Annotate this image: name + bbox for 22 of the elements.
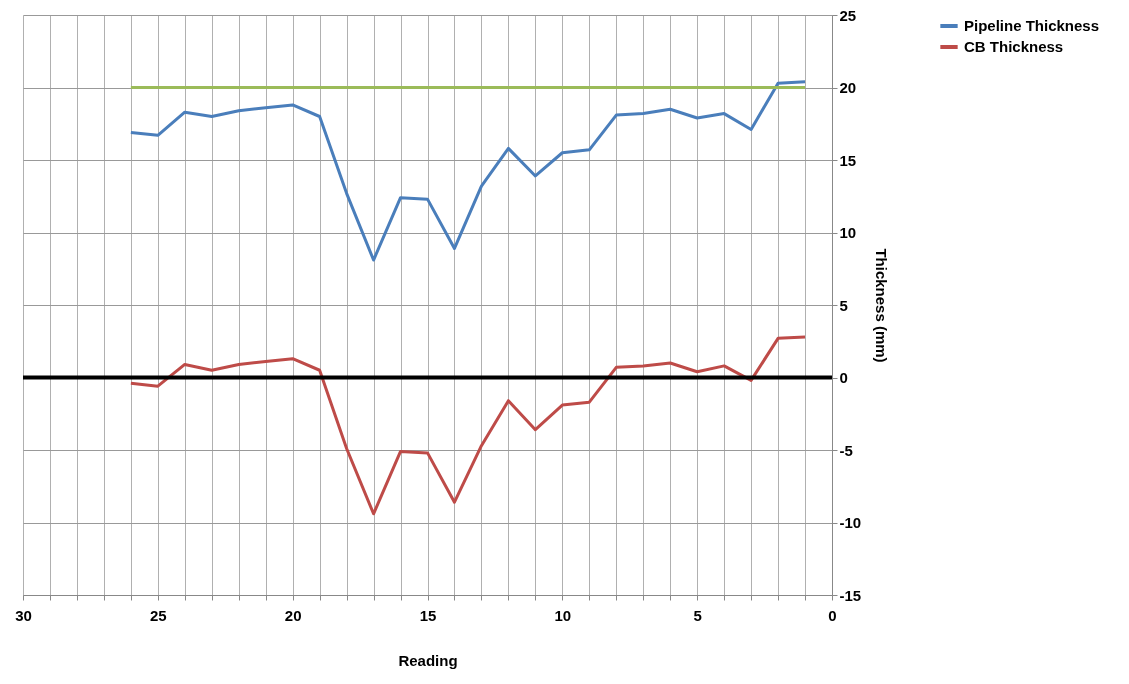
legend-label: CB Thickness <box>964 38 1064 55</box>
line-series <box>129 335 807 516</box>
y-tick-label: 15 <box>839 151 857 169</box>
y-tick-label: -10 <box>839 514 862 531</box>
x-tick-label: 10 <box>554 606 572 624</box>
x-tick-label: 20 <box>284 606 302 624</box>
x-tick-label: 30 <box>15 606 32 624</box>
legend-label: Pipeline Thickness <box>964 17 1100 34</box>
x-tick-label: 0 <box>828 606 837 624</box>
x-tick-label: 25 <box>149 606 167 624</box>
line-series <box>129 80 807 262</box>
x-axis-title: Reading <box>398 651 458 669</box>
y-tick-label: 20 <box>839 79 857 96</box>
y-tick-label: 25 <box>839 6 857 24</box>
y-tick-label: 0 <box>839 369 848 386</box>
y-tick-label: -5 <box>839 441 853 459</box>
y-tick-label: -15 <box>839 586 862 604</box>
y-axis-title: Thickness (mm) <box>873 248 891 363</box>
y-tick-label: 5 <box>839 296 848 314</box>
y-tick-label: 10 <box>839 224 857 241</box>
x-tick-label: 15 <box>419 606 437 624</box>
x-tick-label: 5 <box>693 606 702 624</box>
